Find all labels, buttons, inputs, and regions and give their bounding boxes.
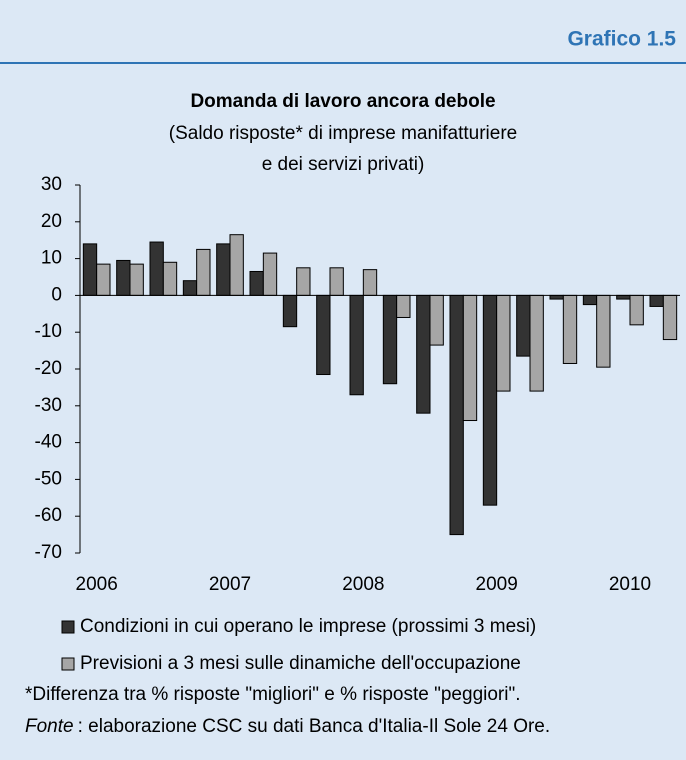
bar — [629, 294, 644, 326]
legend-swatch — [61, 620, 75, 634]
bar — [662, 294, 678, 341]
bar — [649, 294, 664, 307]
bar — [229, 234, 244, 296]
y-tick-label: -50 — [35, 468, 62, 489]
header: Grafico 1.5 — [567, 28, 676, 51]
bar — [349, 294, 364, 396]
legend-label: Previsioni a 3 mesi sulle dinamiche dell… — [80, 653, 521, 674]
y-tick-label: 30 — [41, 174, 62, 195]
bar — [296, 267, 311, 296]
bar — [416, 294, 431, 414]
x-tick-label: 2010 — [609, 574, 651, 595]
bar — [162, 261, 178, 296]
bar — [449, 294, 464, 536]
y-tick-label: -10 — [35, 321, 62, 342]
bar — [562, 294, 578, 364]
bar — [396, 294, 411, 318]
bar — [429, 294, 444, 346]
bar — [462, 294, 478, 422]
source-label: Fonte — [25, 716, 74, 737]
footnote: *Differenza tra % risposte "migliori" e … — [25, 684, 521, 705]
bar — [282, 294, 298, 328]
source: Fonte: elaborazione CSC su dati Banca d'… — [25, 716, 550, 737]
legend-label: Condizioni in cui operano le imprese (pr… — [80, 616, 536, 637]
bar — [96, 263, 111, 296]
bar — [496, 294, 511, 392]
x-tick-label: 2006 — [76, 574, 118, 595]
source-text: : elaborazione CSC su dati Banca d'Itali… — [78, 716, 551, 737]
y-tick-label: 0 — [51, 284, 62, 305]
bar — [116, 259, 131, 296]
y-tick-label: 10 — [41, 248, 62, 269]
bar — [529, 294, 544, 392]
y-tick-label: -70 — [35, 542, 62, 563]
y-tick-label: -30 — [35, 395, 62, 416]
chart-title: Domanda di lavoro ancora debole — [190, 91, 495, 112]
bar — [196, 248, 211, 296]
y-tick-label: -20 — [35, 358, 62, 379]
bar — [216, 243, 231, 296]
bar — [316, 294, 331, 376]
x-tick-label: 2008 — [342, 574, 384, 595]
bar — [182, 280, 198, 296]
bar — [382, 294, 398, 385]
bar — [362, 269, 378, 296]
bar — [82, 243, 98, 296]
bar — [549, 294, 564, 300]
legend-swatch — [61, 657, 75, 671]
bar — [596, 294, 611, 368]
x-tick-label: 2009 — [476, 574, 518, 595]
y-tick-label: 20 — [41, 211, 62, 232]
bar — [149, 241, 164, 296]
y-tick-label: -40 — [35, 432, 62, 453]
chart-subtitle: (Saldo risposte* di imprese manifatturie… — [169, 123, 518, 144]
bar — [262, 252, 278, 296]
y-tick-label: -60 — [35, 505, 62, 526]
bar — [516, 294, 531, 357]
chart-subtitle: e dei servizi privati) — [262, 154, 425, 175]
bar — [329, 267, 344, 296]
bar — [249, 270, 264, 296]
bar — [482, 294, 498, 506]
bar — [582, 294, 598, 306]
x-tick-label: 2007 — [209, 574, 251, 595]
bar — [616, 294, 631, 300]
bar — [129, 263, 144, 296]
